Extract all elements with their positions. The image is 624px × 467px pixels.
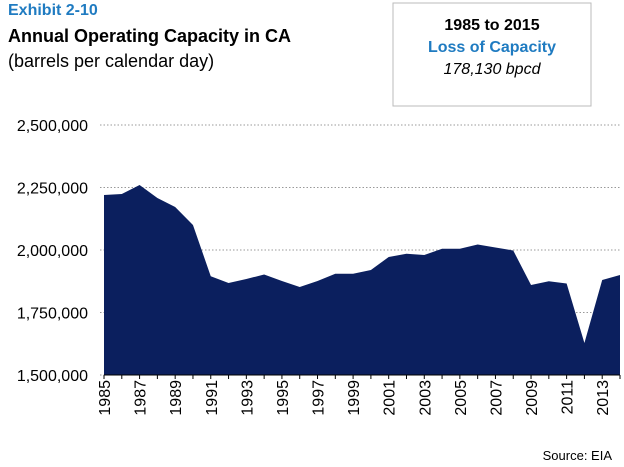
x-tick-label: 2003 <box>417 380 434 416</box>
x-tick-label: 1993 <box>239 380 256 416</box>
annotation-line: 1985 to 2015 <box>444 17 539 34</box>
annotation-box <box>392 2 592 107</box>
x-tick-label: 1989 <box>168 380 185 416</box>
x-tick-label: 1991 <box>204 380 221 416</box>
source: Source: EIA <box>543 448 613 463</box>
chart-subtitle: (barrels per calendar day) <box>8 51 214 71</box>
x-tick-label: 2009 <box>524 380 541 416</box>
x-tick-label: 1985 <box>97 380 114 416</box>
x-tick-label: 1987 <box>133 380 150 416</box>
area <box>104 185 620 375</box>
x-tick-label: 2013 <box>595 380 612 416</box>
x-tick-label: 1995 <box>275 380 292 416</box>
x-tick-label: 2011 <box>560 380 577 415</box>
y-tick-label: 1,750,000 <box>17 306 88 323</box>
x-tick-label: 2005 <box>453 380 470 416</box>
annotation-line: 178,130 bpcd <box>444 61 542 78</box>
y-tick-label: 2,250,000 <box>17 181 88 198</box>
x-tick-label: 1999 <box>346 380 363 416</box>
annotation-line: Loss of Capacity <box>428 39 556 56</box>
chart-title: Annual Operating Capacity in CA <box>8 26 291 46</box>
y-tick-label: 1,500,000 <box>17 368 88 385</box>
y-tick-label: 2,500,000 <box>17 118 88 135</box>
x-tick-label: 2001 <box>382 380 399 416</box>
x-tick-label: 2007 <box>488 380 505 416</box>
x-tick-label: 1997 <box>311 380 328 416</box>
exhibit-label: Exhibit 2-10 <box>8 2 98 19</box>
y-tick-label: 2,000,000 <box>17 243 88 260</box>
